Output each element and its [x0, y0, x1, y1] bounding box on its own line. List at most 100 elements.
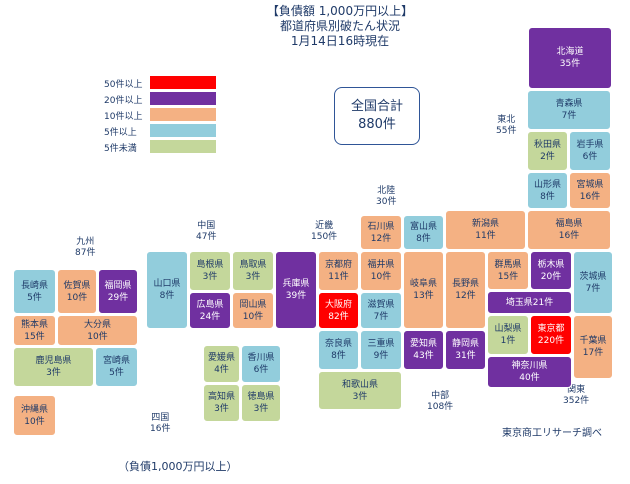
prefecture-name: 広島県: [196, 299, 224, 310]
prefecture-fukui: 福井県 10件: [360, 251, 402, 291]
prefecture-count: 8件: [159, 291, 175, 301]
prefecture-count: 5件: [27, 292, 42, 303]
prefecture-ehime: 愛媛県 4件: [203, 345, 240, 383]
prefecture-saga: 佐賀県 10件: [57, 269, 97, 314]
prefecture-count: 3件: [202, 272, 218, 282]
prefecture-count: 82件: [328, 311, 349, 322]
prefecture-count: 6件: [582, 152, 598, 162]
prefecture-kanagawa: 神奈川県 40件: [487, 356, 572, 388]
prefecture-akita: 秋田県 2件: [527, 131, 568, 171]
prefecture-ibaraki: 茨城県 7件: [573, 251, 613, 314]
prefecture-count: 5件: [109, 368, 124, 378]
prefecture-name: 沖縄県: [20, 404, 48, 415]
prefecture-name: 佐賀県: [63, 280, 91, 291]
prefecture-ishikawa: 石川県 12件: [360, 215, 402, 250]
legend-item: 10件以上: [104, 108, 217, 124]
prefecture-count: 11件: [328, 272, 349, 282]
legend-item: 5件未満: [104, 140, 217, 156]
prefecture-count: 10件: [242, 311, 264, 322]
legend-swatch: [150, 92, 216, 105]
prefecture-wakayama: 和歌山県 3件: [318, 371, 402, 410]
prefecture-count: 1件: [500, 336, 516, 346]
prefecture-kumamoto: 熊本県 15件: [13, 315, 56, 346]
map-title: 【負債額 1,000万円以上】 都道府県別破たん状況 1月14日16時現在: [255, 4, 425, 49]
prefecture-niigata: 新潟県 11件: [445, 210, 526, 250]
prefecture-name: 石川県: [367, 221, 395, 232]
region-label-kinki: 近畿 150件: [311, 221, 338, 242]
region-label-tohoku: 東北 55件: [496, 115, 517, 136]
prefecture-count: 16件: [558, 231, 580, 241]
prefecture-name: 熊本県: [20, 319, 48, 330]
prefecture-name: 栃木県: [537, 259, 565, 270]
prefecture-count: 16件: [579, 191, 601, 202]
prefecture-name: 島根県: [196, 260, 224, 270]
prefecture-nagasaki: 長崎県 5件: [13, 269, 56, 314]
prefecture-count: 2件: [540, 152, 555, 162]
prefecture-count: 7件: [585, 283, 601, 294]
prefecture-count: 15件: [497, 271, 519, 282]
prefecture-count: 10件: [24, 416, 45, 427]
prefecture-tokushima: 徳島県 3件: [241, 384, 281, 422]
prefecture-count: 8件: [540, 191, 555, 202]
prefecture-name: 秋田県: [533, 140, 561, 150]
prefecture-name: 山形県: [533, 179, 561, 190]
prefecture-name: 京都府: [324, 260, 352, 270]
prefecture-name: 群馬県: [494, 259, 522, 270]
prefecture-name: 福島県: [555, 219, 583, 229]
prefecture-count: 4件: [214, 365, 229, 375]
region-label-kanto: 関東 352件: [563, 385, 590, 406]
prefecture-count: 39件: [285, 291, 307, 301]
prefecture-name: 富山県: [409, 221, 437, 232]
prefecture-name: 静岡県: [451, 339, 479, 349]
prefecture-name: 東京都: [537, 324, 565, 334]
prefecture-name: 千葉県: [579, 336, 607, 346]
prefecture-nara: 奈良県 8件: [318, 330, 359, 370]
legend: 50件以上 20件以上 10件以上 5件以上 5件未満: [104, 76, 217, 156]
prefecture-name: 長崎県: [20, 280, 48, 291]
prefecture-name: 三重県: [367, 339, 395, 349]
prefecture-count: 220件: [537, 336, 565, 346]
prefecture-iwate: 岩手県 6件: [569, 131, 611, 171]
prefecture-count: 13件: [413, 291, 434, 301]
prefecture-name: 福井県: [367, 260, 395, 270]
prefecture-name: 徳島県: [247, 392, 275, 402]
prefecture-name: 岩手県: [576, 140, 604, 150]
prefecture-osaka: 大阪府 82件: [318, 292, 359, 329]
prefecture-nagano: 長野県 12件: [445, 251, 486, 329]
prefecture-name: 鹿児島県: [35, 356, 72, 366]
region-label-chugoku: 中国 47件: [196, 221, 217, 242]
prefecture-tokyo: 東京都 220件: [530, 315, 572, 355]
region-label-shikoku: 四国 16件: [150, 413, 171, 434]
footnote: （負債1,000万円以上）: [118, 460, 238, 473]
prefecture-name: 埼玉県21件: [505, 297, 554, 308]
prefecture-count: 3件: [352, 391, 368, 402]
prefecture-count: 12件: [370, 233, 392, 244]
title-line-3: 1月14日16時現在: [290, 34, 390, 48]
prefecture-yamanashi: 山梨県 1件: [487, 315, 529, 355]
prefecture-name: 兵庫県: [282, 279, 310, 289]
prefecture-name: 山口県: [153, 279, 181, 289]
region-label-hokuriku: 北陸 30件: [376, 186, 397, 207]
legend-item: 5件以上: [104, 124, 217, 140]
prefecture-tochigi: 栃木県 20件: [530, 251, 572, 290]
prefecture-name: 岐阜県: [409, 279, 437, 289]
prefecture-name: 鳥取県: [239, 260, 267, 270]
legend-swatch: [150, 108, 216, 121]
prefecture-name: 新潟県: [471, 219, 499, 229]
prefecture-name: 奈良県: [324, 339, 352, 349]
legend-item: 50件以上: [104, 76, 217, 92]
prefecture-count: 35件: [559, 59, 581, 69]
prefecture-hokkaido: 北海道 35件: [528, 27, 612, 89]
prefecture-okinawa: 沖縄県 10件: [13, 395, 56, 436]
legend-swatch: [150, 124, 216, 137]
prefecture-miyazaki: 宮崎県 5件: [95, 347, 138, 387]
prefecture-kagawa: 香川県 6件: [241, 345, 281, 383]
prefecture-fukuoka: 福岡県 29件: [98, 269, 138, 314]
region-label-kyushu: 九州 87件: [75, 237, 96, 258]
prefecture-count: 40件: [519, 373, 540, 383]
legend-item: 20件以上: [104, 92, 217, 108]
prefecture-fukushima: 福島県 16件: [527, 210, 611, 250]
prefecture-aichi: 愛知県 43件: [403, 330, 444, 370]
prefecture-count: 15件: [24, 331, 45, 342]
prefecture-gifu: 岐阜県 13件: [403, 251, 444, 329]
